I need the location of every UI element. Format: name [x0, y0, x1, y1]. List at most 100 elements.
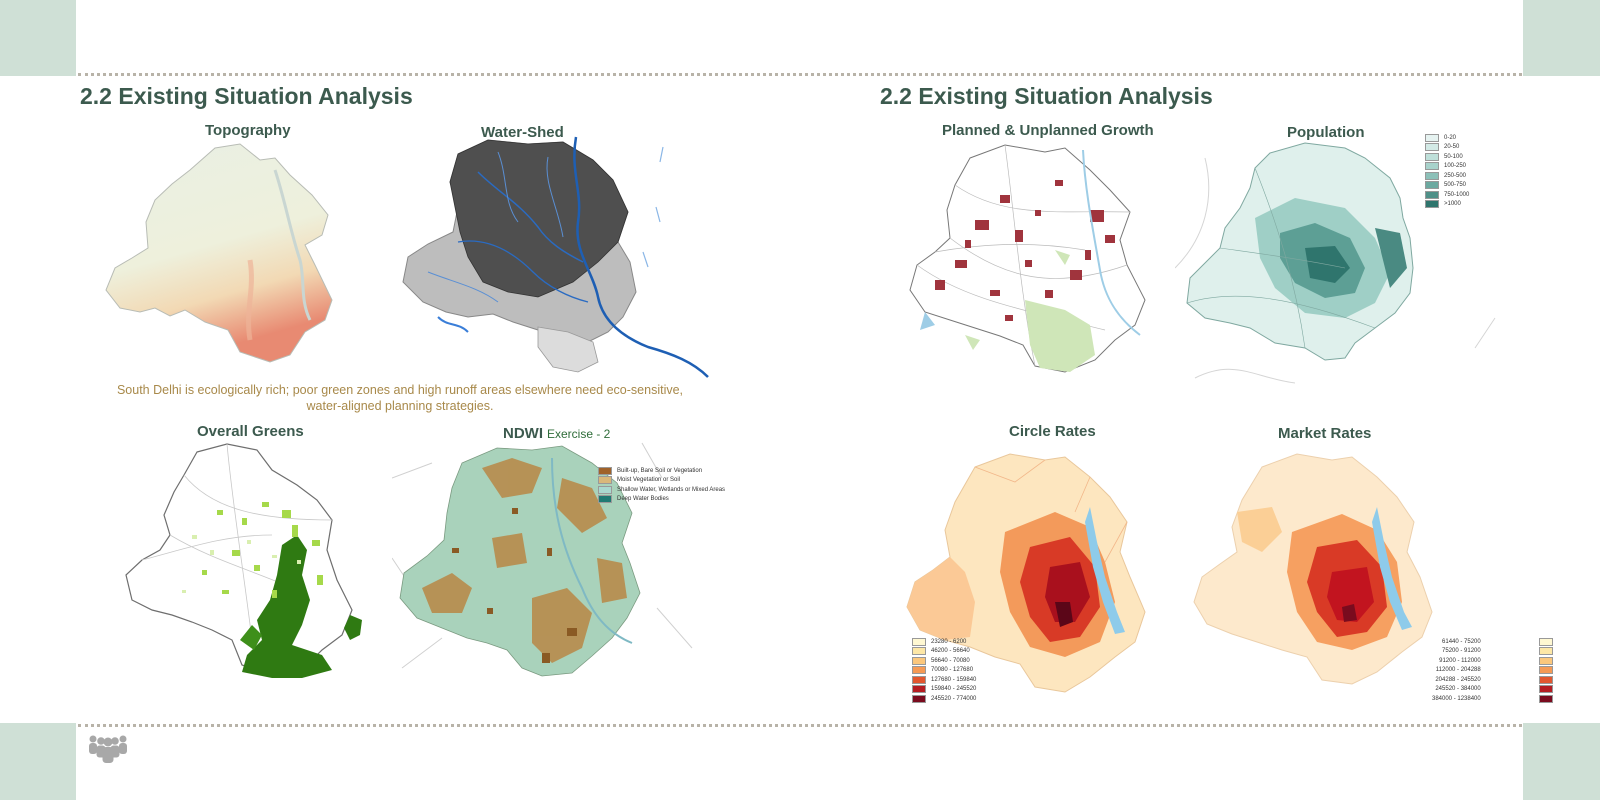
legend-swatch — [1538, 647, 1553, 656]
topography-label: Topography — [205, 122, 291, 139]
legend-label: 245520 - 774000 — [931, 695, 977, 702]
legend-label: 384000 - 1238400 — [1432, 695, 1481, 702]
legend-swatch — [1538, 694, 1553, 703]
greens-label: Overall Greens — [197, 423, 304, 440]
legend-label: 100-250 — [1444, 163, 1467, 170]
legend-label: 56640 - 70080 — [931, 657, 970, 664]
legend-label: Deep Water Bodies — [617, 496, 669, 503]
legend-label: 61440 - 75200 — [1442, 638, 1481, 645]
legend-swatch — [1538, 656, 1553, 665]
ndwi-legend-item: Built-up, Bare Soil or Vegetation — [598, 466, 725, 476]
legend-label: Moist Vegetation or Soil — [617, 477, 681, 484]
circle-legend-item: 23280 - 6200 — [912, 637, 976, 647]
market-legend-item: 112000 - 204288 — [1432, 666, 1553, 676]
ndwi-map — [392, 442, 693, 677]
legend-swatch — [598, 476, 612, 485]
legend-swatch — [1538, 675, 1553, 684]
population-legend-item: 750-1000 — [1425, 190, 1469, 200]
ndwi-title: NDWI — [503, 425, 543, 442]
ndwi-legend-item: Shallow Water, Wetlands or Mixed Areas — [598, 485, 725, 495]
ndwi-legend-item: Moist Vegetation or Soil — [598, 476, 725, 486]
legend-label: 0-20 — [1444, 134, 1457, 141]
market-legend-item: 91200 - 112000 — [1432, 656, 1553, 666]
legend-label: 112000 - 204288 — [1435, 667, 1481, 674]
corner-block-bottom-right — [1523, 723, 1600, 800]
people-group-icon — [89, 735, 127, 763]
ndwi-label: NDWI Exercise - 2 — [503, 425, 610, 442]
corner-block-top-right — [1523, 0, 1600, 76]
legend-label: 500-750 — [1444, 182, 1467, 189]
legend-swatch — [1425, 162, 1439, 171]
topography-map — [105, 143, 333, 363]
ndwi-legend-item: Deep Water Bodies — [598, 495, 725, 505]
legend-label: 91200 - 112000 — [1439, 657, 1481, 664]
circle-legend-item: 159840 - 245520 — [912, 685, 976, 695]
analysis-caption: South Delhi is ecologically rich; poor g… — [98, 382, 702, 414]
legend-label: 46200 - 56640 — [931, 648, 970, 655]
population-legend-item: 100-250 — [1425, 162, 1469, 172]
market-legend-item: 245520 - 384000 — [1432, 685, 1553, 695]
caption-line-1: South Delhi is ecologically rich; poor g… — [116, 383, 684, 397]
ndwi-subtitle: Exercise - 2 — [547, 427, 611, 441]
circle-rates-legend: 23280 - 6200 46200 - 56640 56640 - 70080… — [912, 637, 976, 704]
legend-swatch — [912, 637, 926, 646]
legend-label: Built-up, Bare Soil or Vegetation — [617, 467, 703, 474]
market-legend-item: 204288 - 245520 — [1432, 675, 1553, 685]
market-rates-label: Market Rates — [1278, 425, 1372, 442]
legend-swatch — [912, 656, 926, 665]
population-legend-item: 0-20 — [1425, 133, 1469, 143]
overall-greens-map — [125, 443, 362, 678]
circle-legend-item: 70080 - 127680 — [912, 666, 976, 676]
watershed-map — [402, 136, 709, 378]
legend-swatch — [912, 666, 926, 675]
legend-label: 750-1000 — [1444, 191, 1470, 198]
watershed-label: Water-Shed — [481, 124, 564, 141]
population-map — [1175, 142, 1496, 384]
top-dotted-divider — [78, 73, 1522, 76]
legend-label: 70080 - 127680 — [931, 667, 974, 674]
growth-map — [909, 144, 1146, 373]
growth-label: Planned & Unplanned Growth — [942, 122, 1154, 139]
legend-label: 50-100 — [1444, 153, 1463, 160]
legend-swatch — [912, 694, 926, 703]
right-slide-title: 2.2 Existing Situation Analysis — [880, 83, 1213, 109]
market-legend-item: 75200 - 91200 — [1432, 647, 1553, 657]
circle-legend-item: 56640 - 70080 — [912, 656, 976, 666]
corner-block-top-left — [0, 0, 76, 76]
circle-rates-label: Circle Rates — [1009, 423, 1096, 440]
legend-swatch — [1538, 666, 1553, 675]
population-legend-item: >1000 — [1425, 200, 1469, 210]
circle-legend-item: 46200 - 56640 — [912, 647, 976, 657]
legend-label: Shallow Water, Wetlands or Mixed Areas — [617, 486, 726, 493]
legend-swatch — [1538, 685, 1553, 694]
market-rates-legend: 61440 - 75200 75200 - 91200 91200 - 1120… — [1432, 637, 1553, 704]
population-legend-item: 250-500 — [1425, 171, 1469, 181]
legend-swatch — [1425, 133, 1439, 142]
legend-label: 20-50 — [1444, 144, 1460, 151]
legend-label: 204288 - 245520 — [1435, 676, 1481, 683]
ndwi-legend: Built-up, Bare Soil or Vegetation Moist … — [598, 466, 725, 504]
market-rates-map — [1193, 453, 1433, 685]
market-legend-item: 384000 - 1238400 — [1432, 694, 1553, 704]
bottom-dotted-divider — [78, 724, 1522, 727]
legend-label: 245520 - 384000 — [1435, 686, 1481, 693]
legend-swatch — [912, 675, 926, 684]
population-legend-item: 20-50 — [1425, 143, 1469, 153]
circle-legend-item: 245520 - 774000 — [912, 694, 976, 704]
legend-label: >1000 — [1444, 201, 1461, 208]
circle-legend-item: 127680 - 159840 — [912, 675, 976, 685]
caption-line-2: water-aligned planning strategies. — [306, 399, 494, 413]
corner-block-bottom-left — [0, 723, 76, 800]
legend-swatch — [1425, 181, 1439, 190]
legend-label: 250-500 — [1444, 172, 1467, 179]
legend-swatch — [1425, 200, 1439, 209]
legend-swatch — [1425, 190, 1439, 199]
legend-swatch — [1425, 152, 1439, 161]
legend-swatch — [598, 495, 612, 504]
legend-swatch — [1425, 143, 1439, 152]
legend-swatch — [1538, 637, 1553, 646]
population-label: Population — [1287, 124, 1365, 141]
legend-swatch — [1425, 171, 1439, 180]
population-legend: 0-20 20-50 50-100 100-250 250-500 500-75… — [1425, 133, 1469, 209]
legend-label: 23280 - 6200 — [931, 638, 967, 645]
